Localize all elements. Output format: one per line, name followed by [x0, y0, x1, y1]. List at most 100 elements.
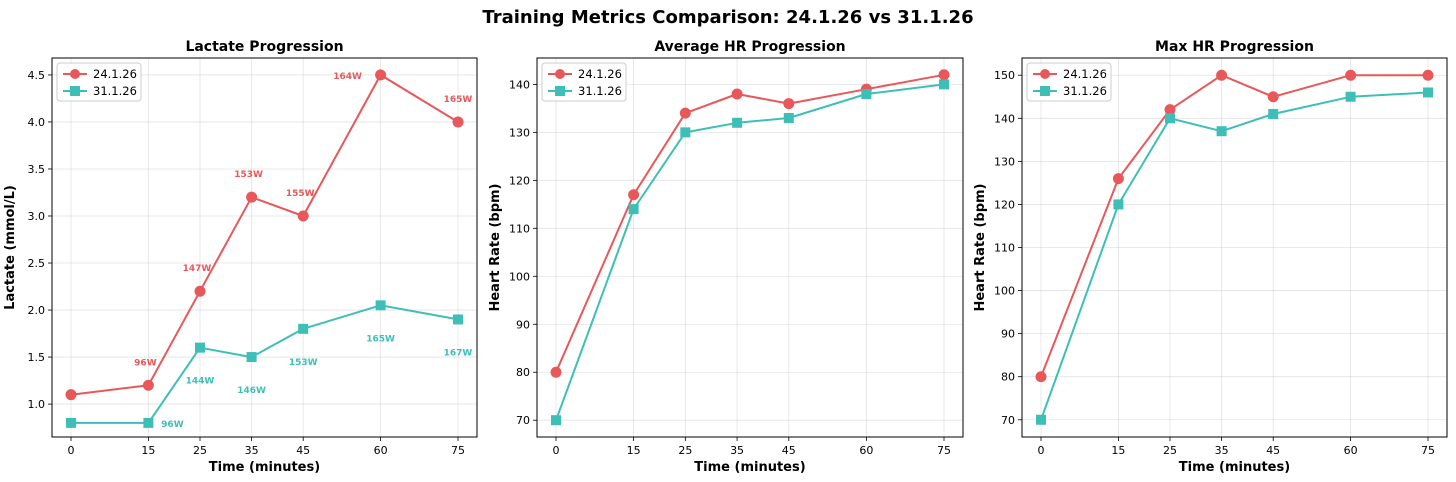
chart-panel-2: 0 15 25 35 45 60 75 70 80 90 100 110 120 130 140 Averag… — [488, 39, 964, 475]
plot-area-frame — [51, 57, 478, 438]
data-point — [195, 342, 205, 353]
x-tick-label: 0 — [553, 444, 560, 457]
y-axis-label: Heart Rate (bpm) — [488, 183, 503, 311]
x-tick-label: 15 — [1111, 444, 1125, 457]
y-tick-label: 140 — [994, 112, 1015, 125]
data-point — [375, 69, 387, 81]
data-point — [1216, 126, 1227, 137]
legend: 24.1.26 31.1.26 — [541, 62, 627, 102]
data-point — [142, 379, 154, 391]
data-point — [1113, 199, 1124, 210]
data-point — [783, 98, 795, 110]
chart-title: Average HR Progression — [654, 39, 845, 55]
y-tick-label: 4.0 — [28, 116, 46, 129]
data-point — [375, 300, 386, 311]
y-tick-label: 130 — [994, 155, 1015, 168]
data-point — [453, 314, 463, 325]
data-point — [783, 112, 794, 123]
series-line-31.1.26 — [1040, 91, 1429, 421]
data-point — [194, 285, 206, 297]
data-point — [297, 210, 309, 222]
legend-marker — [555, 86, 565, 96]
legend-marker — [1040, 69, 1050, 79]
x-tick-label: 0 — [1038, 444, 1045, 457]
data-point — [680, 127, 691, 138]
x-tick-label: 25 — [678, 444, 692, 457]
y-tick-label: 70 — [1001, 414, 1015, 427]
data-point — [298, 323, 309, 334]
data-point — [1036, 414, 1046, 425]
data-label: 155W — [286, 189, 315, 199]
y-tick-label: 120 — [994, 198, 1015, 211]
data-label: 153W — [234, 170, 263, 180]
chart-title: Lactate Progression — [185, 39, 343, 55]
chart-panel-1: 0 15 25 35 45 60 75 1.0 1.5 2.0 2.5 3.0 3.5 4.0 4.5 Lac… — [3, 39, 478, 475]
data-point — [628, 189, 640, 201]
legend-label: 24.1.26 — [1063, 67, 1107, 81]
y-tick-label: 3.5 — [28, 163, 46, 176]
data-point — [66, 417, 76, 428]
data-label: 147W — [183, 264, 212, 274]
data-label: 165W — [366, 334, 395, 344]
x-tick-label: 35 — [245, 444, 259, 457]
y-tick-label: 90 — [516, 318, 530, 331]
data-point — [1345, 91, 1356, 102]
data-point — [452, 116, 464, 128]
data-label: 96W — [161, 420, 184, 430]
data-point — [1112, 173, 1124, 185]
y-tick-label: 110 — [994, 242, 1015, 255]
data-point — [1267, 91, 1279, 103]
y-tick-label: 100 — [509, 270, 530, 283]
data-point — [1035, 371, 1047, 383]
y-tick-label: 140 — [509, 78, 530, 91]
x-tick-label: 25 — [193, 444, 207, 457]
data-point — [1165, 113, 1175, 124]
y-tick-label: 150 — [994, 69, 1015, 82]
legend-marker — [70, 69, 80, 79]
series-line-31.1.26 — [71, 304, 459, 424]
plot-area-frame — [1021, 57, 1448, 438]
y-tick-label: 70 — [516, 414, 530, 427]
legend: 24.1.26 31.1.26 — [1026, 62, 1112, 102]
x-tick-label: 75 — [451, 444, 465, 457]
data-point — [1268, 108, 1279, 119]
legend-label: 31.1.26 — [1063, 84, 1107, 98]
x-tick-label: 15 — [141, 444, 155, 457]
series-line-24.1.26 — [1040, 74, 1428, 378]
data-point — [246, 191, 258, 203]
y-axis-label: Heart Rate (bpm) — [973, 183, 988, 311]
data-label: 164W — [333, 72, 362, 82]
x-tick-label: 35 — [730, 444, 744, 457]
y-axis-label: Lactate (mmol/L) — [3, 185, 18, 310]
y-tick-label: 80 — [1001, 371, 1015, 384]
data-point — [939, 79, 949, 90]
data-point — [1423, 87, 1433, 98]
x-axis-label: Time (minutes) — [1179, 460, 1290, 475]
data-point — [1216, 69, 1228, 81]
y-tick-label: 4.5 — [28, 69, 46, 82]
y-tick-label: 80 — [516, 366, 530, 379]
data-label: 167W — [444, 348, 473, 358]
y-tick-label: 3.0 — [28, 210, 46, 223]
data-point — [1422, 69, 1434, 81]
data-point — [861, 88, 872, 99]
x-tick-label: 45 — [296, 444, 310, 457]
x-tick-label: 0 — [68, 444, 75, 457]
y-tick-label: 1.5 — [28, 351, 46, 364]
y-tick-label: 130 — [509, 126, 530, 139]
x-tick-label: 60 — [859, 444, 873, 457]
data-label: 96W — [134, 358, 157, 368]
data-point — [550, 366, 562, 378]
x-tick-label: 60 — [374, 444, 388, 457]
data-point — [551, 415, 561, 426]
data-point — [628, 204, 639, 215]
series-line-31.1.26 — [555, 83, 945, 421]
x-axis-label: Time (minutes) — [694, 460, 805, 475]
data-label: 144W — [186, 377, 215, 387]
y-tick-label: 100 — [994, 285, 1015, 298]
chart-title: Max HR Progression — [1155, 39, 1314, 55]
data-point — [1345, 69, 1357, 81]
y-tick-label: 90 — [1001, 328, 1015, 341]
data-point — [731, 88, 743, 100]
